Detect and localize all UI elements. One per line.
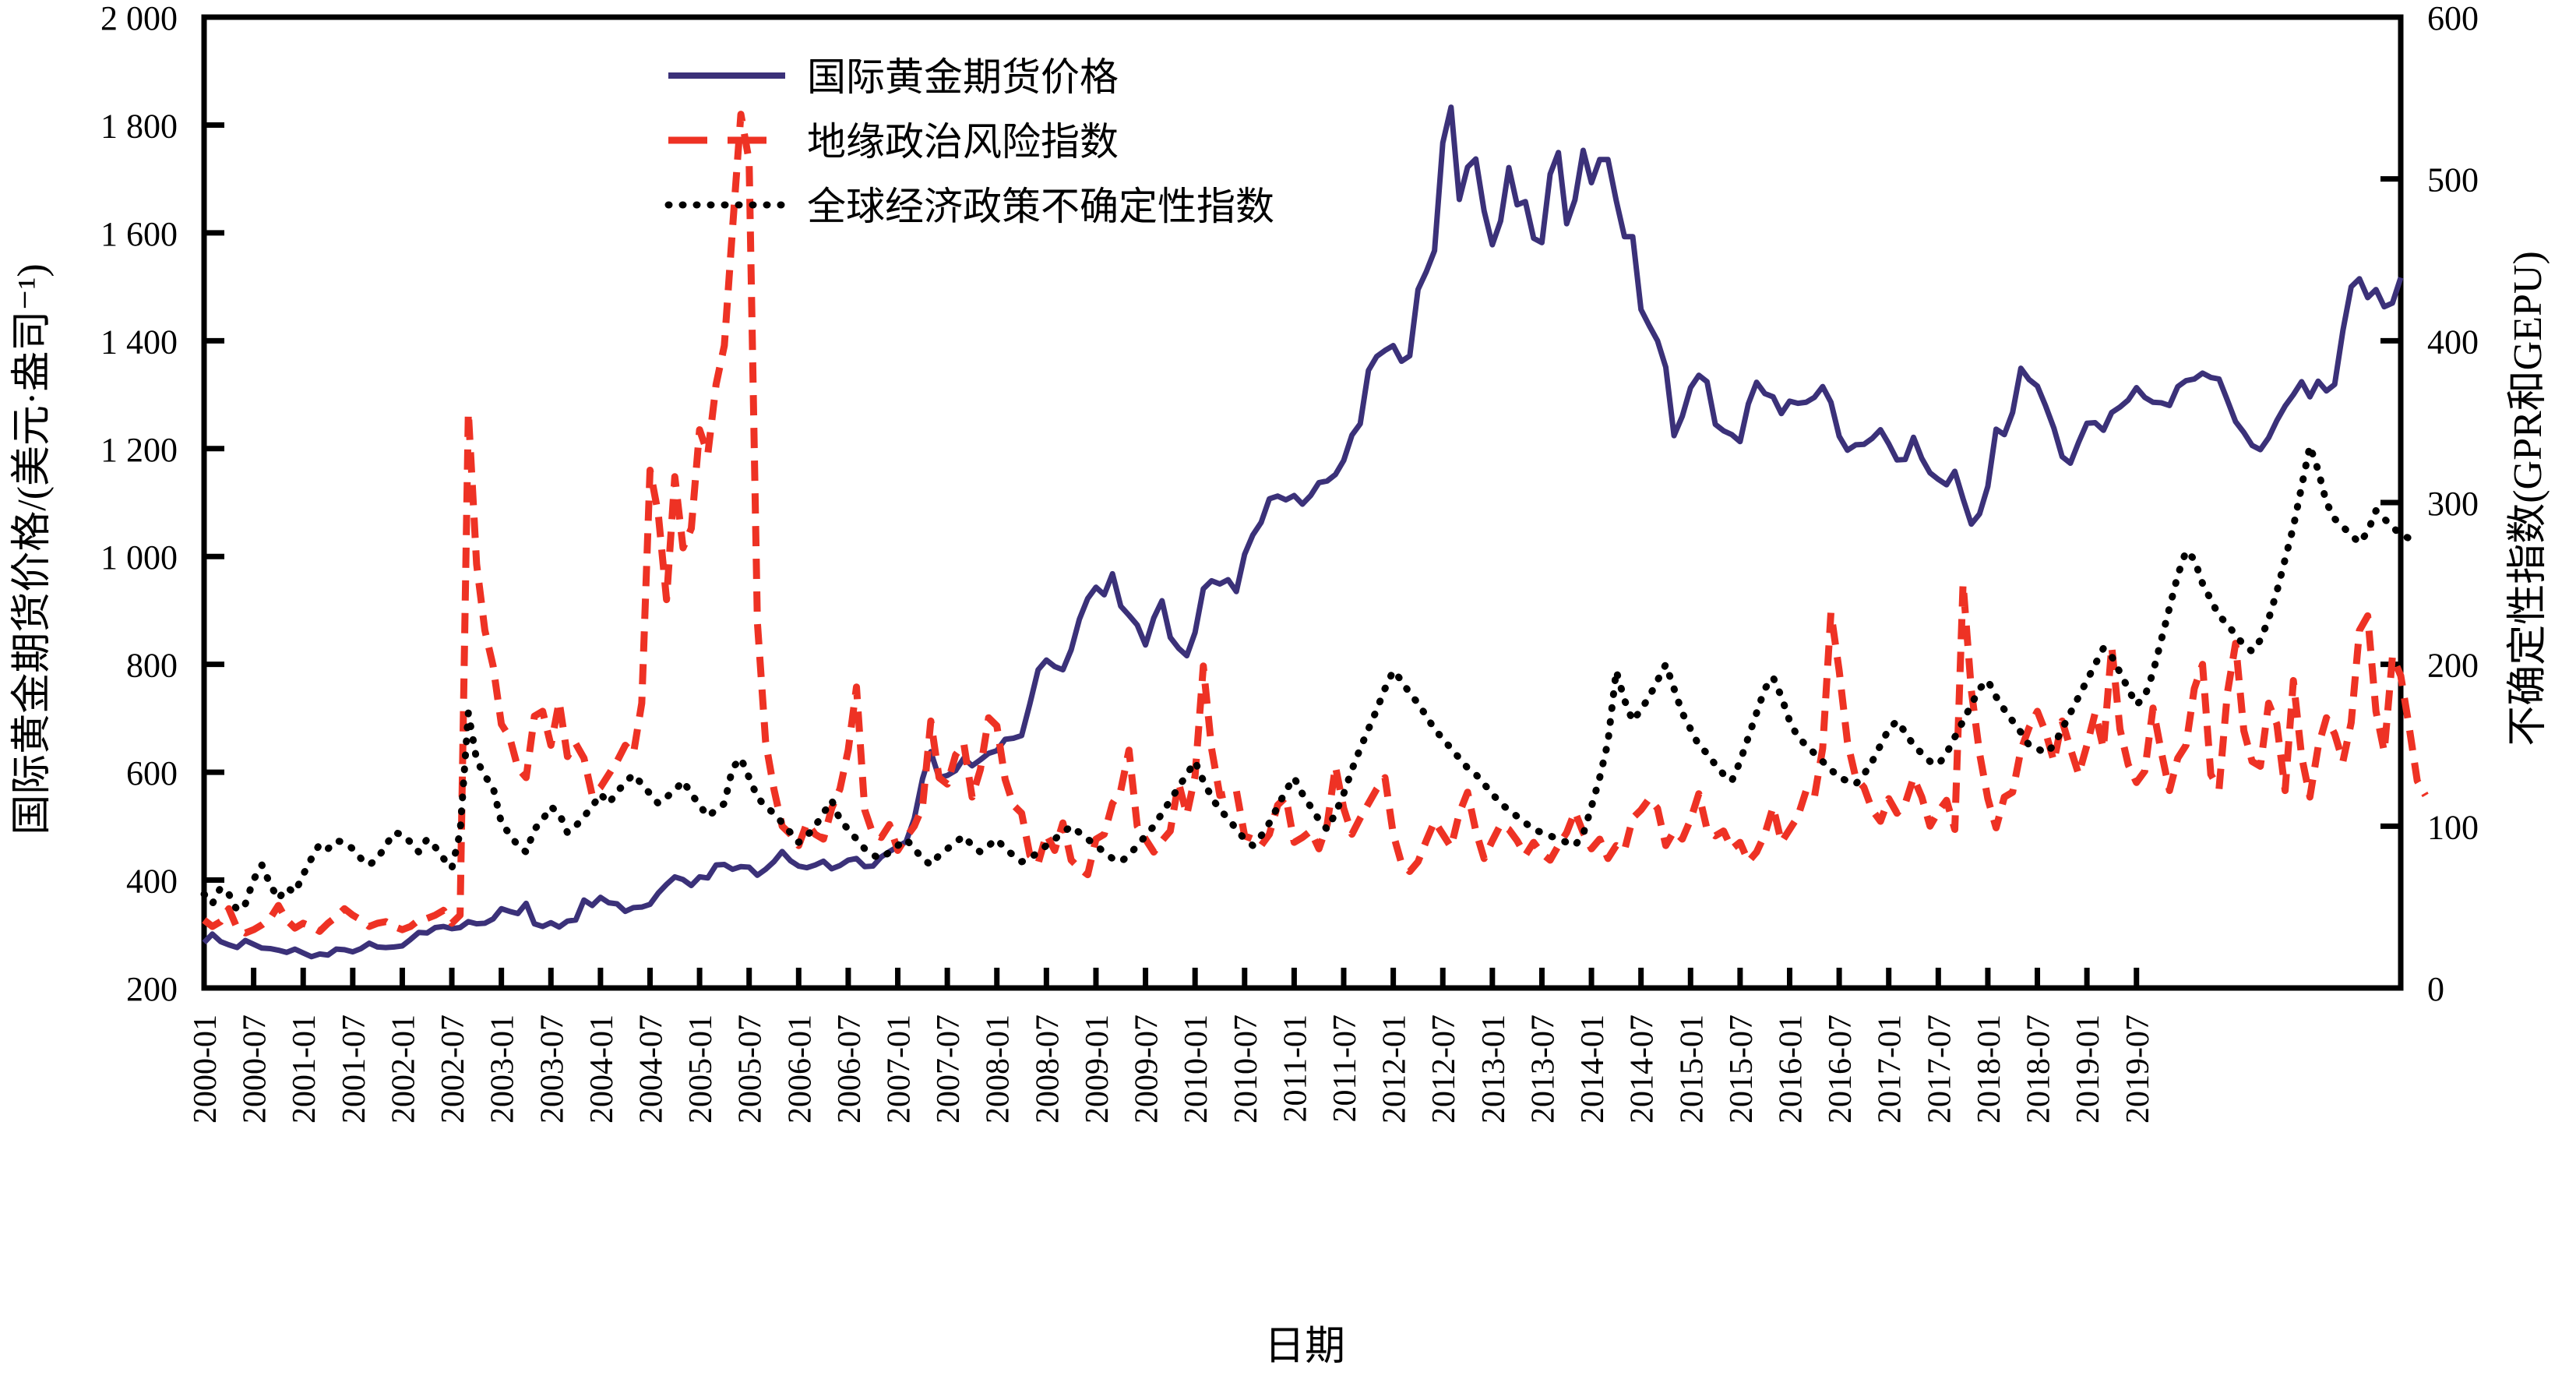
x-tick-label: 2011-07 xyxy=(1327,1014,1363,1122)
x-tick-label: 2007-01 xyxy=(882,1014,918,1124)
x-tick-label: 2015-01 xyxy=(1674,1014,1710,1124)
left-tick-label: 800 xyxy=(126,647,178,685)
x-tick-label: 2019-01 xyxy=(2070,1014,2106,1124)
x-tick-label: 2017-01 xyxy=(1873,1014,1908,1124)
x-tick-label: 2010-01 xyxy=(1179,1014,1214,1124)
left-tick-label: 1 000 xyxy=(100,538,178,577)
x-tick-label: 2018-01 xyxy=(1972,1014,2007,1124)
x-tick-label: 2009-07 xyxy=(1129,1014,1165,1124)
series-line-2 xyxy=(200,442,2413,914)
x-tick-label: 2004-01 xyxy=(584,1014,620,1124)
x-tick-label: 2008-07 xyxy=(1030,1014,1066,1124)
right-axis-ticks: 0 100 200 300 400 500 600 xyxy=(2380,0,2479,1008)
x-tick-label: 2019-07 xyxy=(2120,1014,2156,1124)
x-tick-label: 2018-07 xyxy=(2021,1014,2057,1124)
right-tick-label: 600 xyxy=(2427,0,2479,37)
x-tick-label: 2012-07 xyxy=(1426,1014,1462,1124)
right-tick-label: 400 xyxy=(2427,323,2479,361)
right-tick-label: 100 xyxy=(2427,808,2479,846)
x-tick-label: 2002-01 xyxy=(386,1014,421,1124)
x-tick-label: 2001-07 xyxy=(337,1014,372,1124)
left-tick-label: 200 xyxy=(126,970,178,1008)
x-tick-label: 2014-01 xyxy=(1575,1014,1611,1124)
x-tick-label: 2005-07 xyxy=(733,1014,769,1124)
x-tick-label: 2003-07 xyxy=(534,1014,570,1124)
x-axis-ticks: 2000-01 2000-07 2001-01 2001-07 2002-01 2002-… xyxy=(188,968,2156,1124)
x-tick-label: 2010-07 xyxy=(1228,1014,1264,1124)
x-tick-label: 2002-07 xyxy=(435,1014,471,1124)
x-tick-label: 2007-07 xyxy=(931,1014,967,1124)
x-tick-label: 2006-07 xyxy=(832,1014,868,1124)
x-tick-label: 2008-01 xyxy=(981,1014,1017,1124)
x-tick-label: 2017-07 xyxy=(1922,1014,1958,1124)
right-tick-label: 0 xyxy=(2427,970,2444,1008)
x-tick-label: 2016-07 xyxy=(1823,1014,1859,1124)
x-tick-label: 2004-07 xyxy=(633,1014,669,1124)
left-tick-label: 1 200 xyxy=(100,431,178,469)
x-tick-label: 2009-01 xyxy=(1080,1014,1115,1124)
data-series-group xyxy=(200,104,2429,960)
x-tick-label: 2000-01 xyxy=(188,1014,224,1124)
x-tick-label: 2001-01 xyxy=(287,1014,322,1124)
x-tick-label: 2003-01 xyxy=(485,1014,521,1124)
left-tick-label: 1 800 xyxy=(100,107,178,145)
right-axis-title: 不确定性指数(GPR和GEPU) xyxy=(2506,251,2550,746)
left-tick-label: 1 400 xyxy=(100,323,178,361)
x-tick-label: 2005-01 xyxy=(683,1014,719,1124)
series-line-1 xyxy=(202,111,2429,937)
x-tick-label: 2013-07 xyxy=(1525,1014,1561,1124)
left-axis-title: 国际黄金期货价格/(美元·盎司⁻¹) xyxy=(10,263,55,834)
x-tick-label: 2015-07 xyxy=(1724,1014,1760,1124)
right-tick-label: 500 xyxy=(2427,161,2479,199)
left-axis-ticks: 200 400 600 800 1 000 1 200 1 400 1 600 1 800 2 0… xyxy=(100,0,224,1008)
left-tick-label: 1 600 xyxy=(100,215,178,253)
legend-label-0: 国际黄金期货价格 xyxy=(807,55,1119,99)
x-tick-label: 2016-01 xyxy=(1773,1014,1809,1124)
x-axis-title: 日期 xyxy=(1264,1325,1345,1369)
series-line-0 xyxy=(202,104,2404,960)
x-tick-label: 2011-01 xyxy=(1277,1014,1313,1122)
x-tick-label: 2006-01 xyxy=(782,1014,818,1124)
left-tick-label: 2 000 xyxy=(100,0,178,37)
left-tick-label: 600 xyxy=(126,754,178,792)
x-tick-label: 2012-01 xyxy=(1377,1014,1413,1124)
x-tick-label: 2014-07 xyxy=(1625,1014,1661,1124)
legend-label-1: 地缘政治风险指数 xyxy=(807,120,1119,164)
right-tick-label: 200 xyxy=(2427,647,2479,685)
legend-label-2: 全球经济政策不确定性指数 xyxy=(807,185,1274,228)
x-tick-label: 2013-01 xyxy=(1476,1014,1512,1124)
right-tick-label: 300 xyxy=(2427,485,2479,523)
x-tick-label: 2000-07 xyxy=(238,1014,273,1124)
left-tick-label: 400 xyxy=(126,863,178,901)
